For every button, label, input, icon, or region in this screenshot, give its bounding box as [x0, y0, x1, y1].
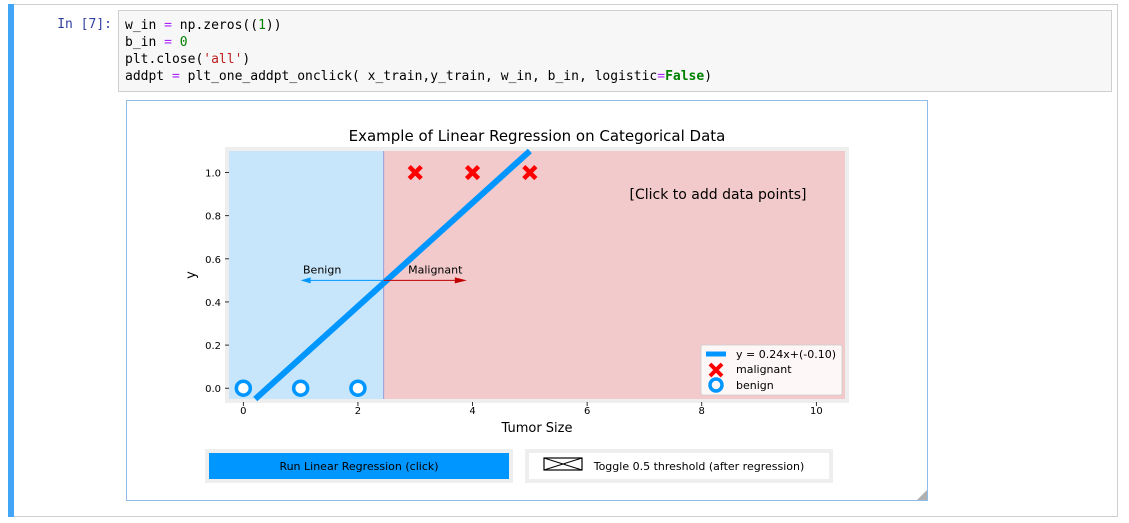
code-line-4: addpt = plt_one_addpt_onclick( x_train,y… [125, 69, 713, 84]
toggle-threshold-button[interactable]: Toggle 0.5 threshold (after regression) [525, 449, 833, 483]
run-regression-button[interactable]: Run Linear Regression (click) [205, 449, 513, 483]
run-regression-label: Run Linear Regression (click) [209, 453, 509, 479]
code-line-2: b_in = 0 [125, 35, 188, 50]
toggle-threshold-label: Toggle 0.5 threshold (after regression) [593, 459, 805, 473]
code-line-1: w_in = np.zeros((1)) [125, 18, 282, 33]
code-line-3: plt.close('all') [125, 52, 251, 67]
cell-prompt: In [7]: [57, 17, 112, 32]
resize-handle[interactable] [917, 490, 927, 500]
cell-selection-bar [8, 4, 14, 517]
figure-canvas[interactable] [126, 100, 928, 501]
code-editor[interactable]: w_in = np.zeros((1)) b_in = 0 plt.close(… [118, 10, 1112, 92]
checkbox-icon[interactable] [543, 457, 583, 471]
